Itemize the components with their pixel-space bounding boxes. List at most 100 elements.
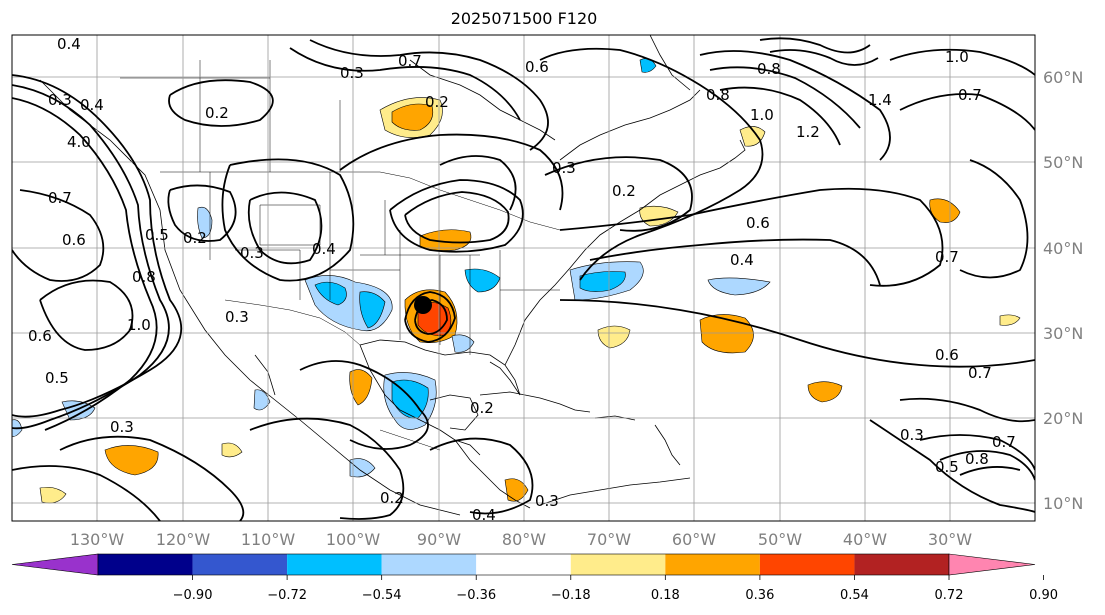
colorbar-swatch (854, 554, 949, 575)
contour-line (959, 159, 1029, 279)
shade-patch (699, 314, 754, 354)
shade-patch (221, 442, 243, 458)
contour-line (559, 187, 944, 287)
lon-label: 110°W (241, 530, 296, 549)
colorbar-swatch (476, 554, 571, 575)
lon-label: 90°W (417, 530, 461, 549)
contour-label: 1.2 (796, 123, 820, 141)
shade-patch (464, 268, 501, 293)
shade-patch (579, 271, 626, 292)
shade-patch (707, 277, 771, 296)
colorbar-swatch (381, 554, 477, 575)
coastline-east-us (504, 167, 721, 366)
contour-label: 0.3 (110, 418, 134, 436)
coastline-hispaniola (594, 415, 636, 421)
coastline-mexico (359, 344, 481, 456)
contour-label: 0.6 (746, 214, 770, 232)
coastlines (39, 35, 746, 516)
contour-label: 0.4 (57, 35, 81, 53)
contour-line (404, 291, 456, 343)
colorbar-extend-low (11, 553, 99, 576)
contour-label: 0.7 (992, 433, 1016, 451)
colorbar-swatch (570, 554, 666, 575)
contour-label: 0.5 (45, 369, 69, 387)
colorbar-swatch (98, 554, 193, 575)
colorbar-extend-high (948, 553, 1036, 576)
contour-label: 0.8 (706, 86, 730, 104)
colorbar-tick-label: −0.18 (551, 588, 591, 603)
contour-line (168, 79, 274, 127)
shade-patch (504, 478, 529, 502)
coastline-west-na (39, 79, 461, 516)
map-title: 2025071500 F120 (450, 9, 598, 28)
contour-line (39, 279, 134, 351)
shade-patch (391, 103, 434, 131)
shade-patch (999, 314, 1021, 326)
contour-line (12, 189, 105, 282)
longitude-labels: 130°W 120°W 110°W 100°W 90°W 80°W 70°W 6… (70, 530, 972, 549)
map-frame-background (12, 35, 1035, 521)
shade-patch (739, 126, 766, 147)
lat-label: 30°N (1043, 324, 1083, 343)
contour-line (919, 434, 1035, 471)
contour-line (959, 466, 1021, 476)
contour-label: 1.0 (127, 316, 151, 334)
contour-line (404, 191, 510, 244)
coastline-central-america (454, 439, 531, 509)
colorbar-tick-label: −0.54 (362, 588, 402, 603)
contour-line (247, 191, 323, 265)
contour-label: 0.8 (965, 450, 989, 468)
shade-patch (451, 334, 475, 353)
contour-label: 0.6 (62, 231, 86, 249)
lon-label: 100°W (326, 530, 381, 549)
contour-line (539, 47, 764, 281)
contour-line (899, 93, 1035, 131)
contour-label: 0.4 (730, 251, 754, 269)
contour-label: 0.7 (935, 248, 959, 266)
map-frame (11, 34, 1036, 522)
contour-label: 0.8 (757, 60, 781, 78)
colorbar-tick-label: 0.72 (935, 588, 964, 603)
coastline-canada-east (559, 89, 701, 161)
contour-line (299, 360, 429, 450)
contour-line (249, 417, 405, 520)
coastline-newfoundland (719, 139, 746, 169)
lon-label: 130°W (70, 530, 125, 549)
coastline-south-america (539, 477, 691, 506)
colorbar-tick-label: 0.18 (651, 588, 680, 603)
coastline-antilles (654, 424, 681, 466)
coastline-gulf (359, 339, 521, 396)
state-line (259, 204, 321, 246)
contour-line (167, 184, 237, 242)
border-us-canada (160, 171, 561, 231)
contour-line (939, 450, 1035, 481)
colorbar-tick-label: 0.90 (1029, 588, 1058, 603)
shade-patch (597, 325, 631, 349)
contour-line (589, 238, 881, 286)
lon-label: 50°W (758, 530, 802, 549)
contour-lines (12, 37, 1035, 521)
contour-label: 0.6 (935, 346, 959, 364)
state-line (235, 249, 301, 300)
contour-line (769, 49, 879, 66)
contour-label: 0.7 (48, 189, 72, 207)
contour-label-group: 0.4 0.7 0.6 0.3 0.2 0.4 0.3 4.0 0.7 0.6 … (28, 35, 1016, 524)
lon-label: 30°W (928, 530, 972, 549)
colorbar-swatch (759, 554, 855, 575)
storm-center-marker (414, 296, 432, 314)
contour-label: 0.6 (525, 58, 549, 76)
contour-line (699, 50, 891, 161)
lon-label: 80°W (502, 530, 546, 549)
shade-patch (349, 369, 373, 406)
contour-label: 1.0 (945, 48, 969, 66)
contour-line (389, 179, 524, 253)
contour-label: 0.8 (132, 268, 156, 286)
coastline-cuba (479, 391, 591, 413)
colorbar-swatch (665, 554, 760, 575)
contour-line (289, 47, 521, 121)
contour-line (439, 155, 517, 211)
shade-patch (359, 291, 386, 329)
contour-line (709, 66, 861, 129)
contour-label: 0.5 (145, 226, 169, 244)
contour-label: 0.4 (472, 506, 496, 524)
